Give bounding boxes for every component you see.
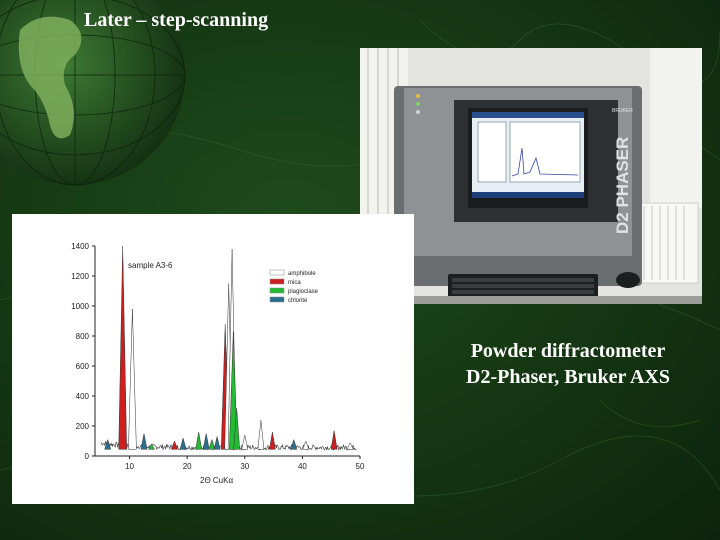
peak-mica [330,430,338,450]
xrd-chart-panel: 0 200 400 600 800 1000 1200 1400 10 20 30 40 50 sam… [12,214,414,504]
peak-amphibole [128,308,137,450]
slide-title: Later – step-scanning [84,9,269,31]
peak-mica [118,245,127,450]
xrd-chart: 0 200 400 600 800 1000 1200 1400 10 20 30 40 50 sam… [71,242,365,485]
peak-amphibole [302,440,310,450]
instrument-caption: Powder diffractometer D2-Phaser, Bruker … [428,338,708,390]
peak-chlorite [202,433,210,450]
chart-x-axis-label: 2Θ CuKα [200,476,233,485]
peak-plagioclase [233,407,240,450]
y-tick-label: 800 [76,332,90,341]
caption-line-2: D2-Phaser, Bruker AXS [466,366,670,388]
legend-swatch-plagioclase [269,287,285,294]
x-tick-label: 30 [240,462,249,471]
peak-chlorite [179,437,187,450]
peak-chlorite [290,438,298,450]
instrument-photo: D2 PHASER BRUKER [360,48,702,304]
legend-swatch-mica [269,278,285,285]
peak-mica [269,431,276,450]
chart-legend: amphibole mica plagioclase chlorite [269,269,319,304]
peak-chlorite [213,436,221,450]
peak-plagioclase [229,331,238,450]
caption-line-1: Powder diffractometer [470,340,666,362]
y-tick-label: 1200 [71,272,89,281]
legend-swatch-chlorite [269,296,285,303]
peak-amphibole [346,441,354,450]
x-tick-label: 50 [356,462,365,471]
brand-label: BRUKER [612,108,633,114]
peak-plagioclase [208,438,216,450]
svg-text:D2 PHASER: D2 PHASER [613,137,632,234]
y-tick-label: 0 [85,452,90,461]
legend-label-chlorite: chlorite [288,298,308,304]
legend-swatch-amphibole [269,269,285,276]
peak-chlorite [140,433,148,450]
peak-mica [171,440,178,450]
peak-amphibole [257,419,265,450]
peak-amphibole [241,434,249,450]
instrument-label: D2 PHASER [613,137,632,234]
y-tick-label: 400 [76,392,90,401]
legend-label-mica: mica [288,280,301,286]
peak-chlorite [104,438,112,450]
y-tick-label: 600 [76,362,90,371]
y-tick-label: 200 [76,422,90,431]
peak-plagioclase [195,431,202,450]
x-tick-label: 40 [298,462,307,471]
globe-icon [0,0,186,186]
legend-label-amphibole: amphibole [288,271,316,277]
y-tick-label: 1000 [71,302,89,311]
peak-plagioclase [148,443,155,450]
legend-label-plagioclase: plagioclase [288,289,319,295]
chart-annotation: sample A3-6 [128,261,173,270]
y-tick-label: 1400 [71,242,89,251]
x-tick-label: 20 [183,462,192,471]
x-tick-label: 10 [125,462,134,471]
